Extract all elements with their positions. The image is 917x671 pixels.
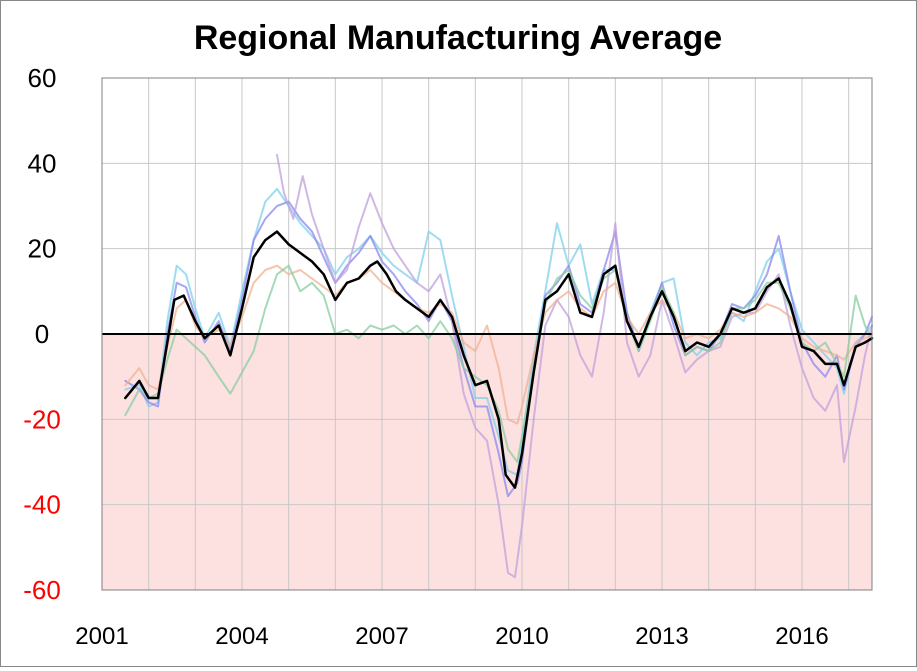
series-line [124,230,874,489]
y-tick-label: 20 [28,234,57,264]
chart-title: Regional Manufacturing Average [194,19,722,57]
x-axis-ticks: 2001 2004 2007 2010 2013 2016 [75,623,828,650]
y-axis-ticks: 60 40 20 0 -20 -40 -60 [23,63,61,605]
series-line [124,264,873,425]
x-tick-label: 2010 [495,623,548,650]
y-tick-label: 40 [28,148,57,178]
series-line [124,264,873,463]
y-tick-label: 60 [28,63,57,93]
x-tick-label: 2001 [75,623,128,650]
series-layer [124,153,874,579]
x-tick-label: 2013 [635,623,688,650]
plot-area-border [101,77,873,591]
y-tick-label: -20 [23,404,61,434]
x-tick-label: 2004 [215,623,268,650]
y-tick-label: -40 [23,490,61,520]
negative-region [102,334,872,590]
x-tick-label: 2016 [775,623,828,650]
series-line [276,153,873,579]
series-line [124,200,873,498]
y-tick-label: -60 [23,575,61,605]
y-tick-label: 0 [35,319,49,349]
x-tick-label: 2007 [355,623,408,650]
